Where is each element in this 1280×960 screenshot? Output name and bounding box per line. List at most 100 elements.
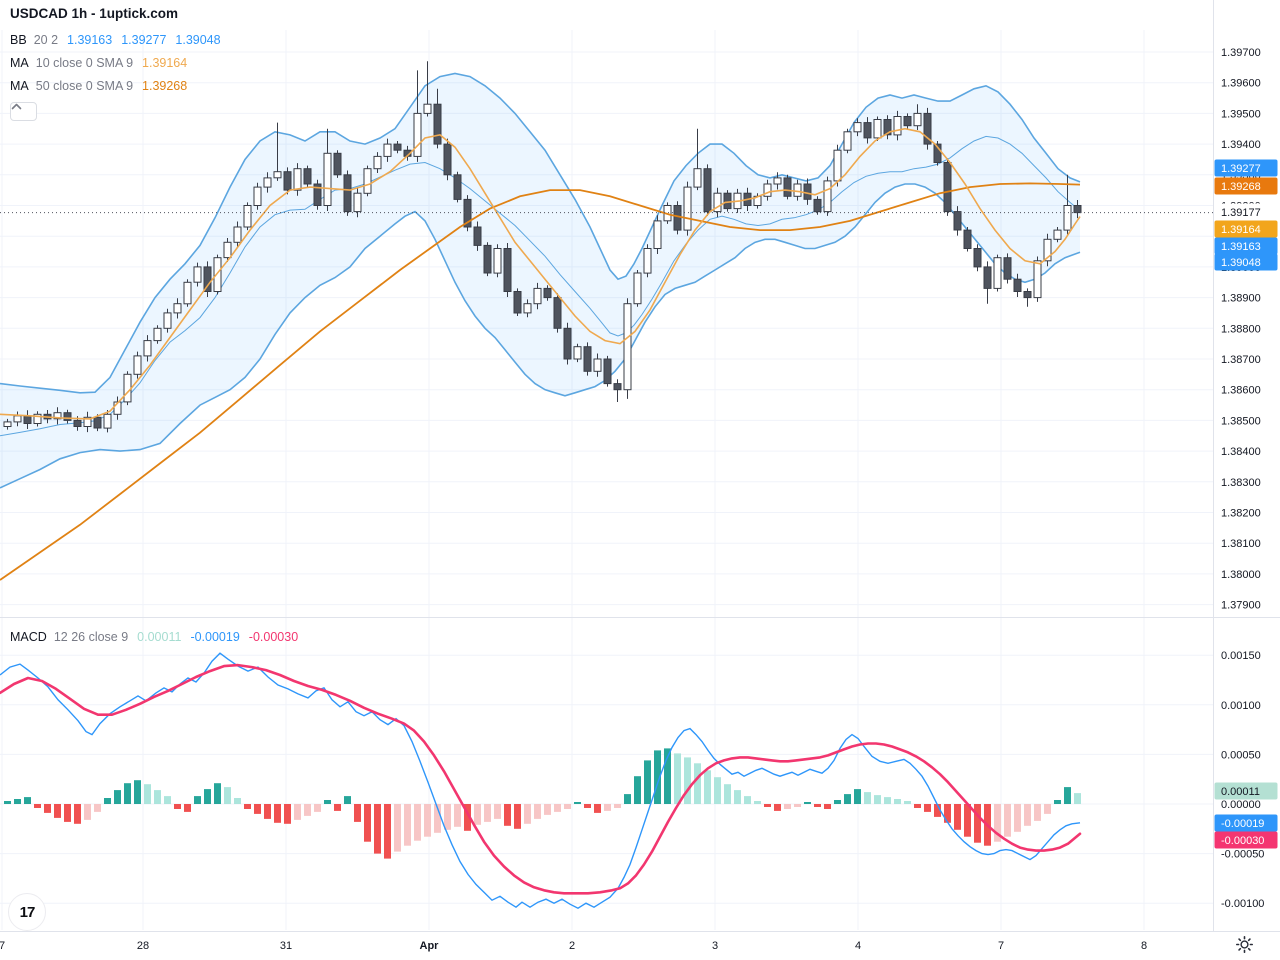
macd-tick-label: 0.00050 xyxy=(1221,749,1261,761)
candle-body xyxy=(653,220,662,249)
candle-up xyxy=(793,179,802,201)
hist-bar xyxy=(144,784,151,804)
hist-bar xyxy=(84,804,91,820)
candle-up xyxy=(363,165,372,197)
hist-bar xyxy=(104,798,111,804)
candle-body xyxy=(903,116,912,127)
macd-pane[interactable] xyxy=(0,652,1082,910)
price-badge: 1.39177 xyxy=(1214,203,1278,221)
macd-tick-label: -0.00100 xyxy=(1221,898,1264,910)
candle-down xyxy=(903,113,912,129)
candle-body xyxy=(883,119,892,136)
candle-body xyxy=(273,171,282,179)
hist-bar xyxy=(514,804,521,829)
price-badge-bg xyxy=(1214,203,1278,221)
candle-down xyxy=(703,164,712,216)
candle-body xyxy=(163,312,172,329)
candle-body xyxy=(933,143,942,164)
candle-down xyxy=(483,242,492,277)
bollinger-fill xyxy=(0,73,1080,488)
tradingview-logo[interactable]: 17 xyxy=(8,893,46,931)
price-badge: 1.39163 xyxy=(1214,237,1278,255)
hist-bar xyxy=(44,804,51,813)
candle-down xyxy=(923,107,932,150)
hist-bar xyxy=(1074,793,1081,804)
candle-up xyxy=(163,308,172,333)
candle-up xyxy=(693,128,702,191)
candle-down xyxy=(883,115,892,140)
hist-bar xyxy=(524,804,531,824)
candle-body xyxy=(513,291,522,314)
candle-body xyxy=(823,180,832,213)
candle-up xyxy=(633,270,642,307)
candle-body xyxy=(423,103,432,114)
candle-body xyxy=(543,287,552,299)
separators xyxy=(0,0,1280,932)
candle-body xyxy=(373,155,382,170)
ma50-value: 1.39268 xyxy=(142,79,188,93)
macd-badge-bg xyxy=(1214,782,1278,800)
hist-bar xyxy=(24,797,31,804)
indicator-legend-bb[interactable]: BB 20 2 1.39163 1.39277 1.39048 xyxy=(10,33,221,47)
candle-body xyxy=(963,229,972,250)
hist-bar xyxy=(294,804,301,820)
hist-bar xyxy=(424,804,431,837)
hist-bar xyxy=(324,800,331,804)
time-axis[interactable]: 7 28 31 Apr 2 3 4 7 8 xyxy=(0,940,1147,952)
candle-down xyxy=(603,355,612,387)
candle-body xyxy=(583,346,592,372)
collapse-indicators-button[interactable] xyxy=(10,102,37,121)
candle-down xyxy=(803,178,812,205)
settings-gear-icon[interactable] xyxy=(1236,936,1258,958)
hist-bar xyxy=(1064,787,1071,804)
macd-hist-value: 0.00011 xyxy=(137,630,182,644)
candle-body xyxy=(853,122,862,133)
candle-body xyxy=(1073,205,1082,214)
candle-body xyxy=(53,412,62,420)
hist-bar xyxy=(404,804,411,846)
indicator-legend-ma50[interactable]: MA 50 close 0 SMA 9 1.39268 xyxy=(10,79,187,93)
candle-down xyxy=(343,170,352,216)
candle-body xyxy=(613,383,622,391)
price-axis[interactable]: 1.397001.396001.395001.394001.393001.392… xyxy=(1221,47,1264,910)
candle-down xyxy=(613,379,622,402)
candle-body xyxy=(103,413,112,429)
hist-bar xyxy=(724,784,731,804)
hist-bar xyxy=(4,801,11,804)
candle-up xyxy=(243,202,252,231)
price-badge: 1.39268 xyxy=(1214,177,1278,195)
candle-body xyxy=(393,143,402,151)
macd-line-value: -0.00019 xyxy=(190,630,240,644)
candle-down xyxy=(563,322,572,365)
hist-bar xyxy=(954,804,961,830)
candle-body xyxy=(503,248,512,292)
macd-badge-text: -0.00030 xyxy=(1221,835,1264,847)
indicator-legend-ma10[interactable]: MA 10 close 0 SMA 9 1.39164 xyxy=(10,56,187,70)
candle-body xyxy=(233,226,242,243)
price-badge-bg xyxy=(1214,159,1278,177)
candle-down xyxy=(543,285,552,301)
bb-basis-value: 1.39163 xyxy=(67,33,113,47)
main-pane[interactable] xyxy=(0,61,1213,581)
hist-bar xyxy=(284,804,291,824)
symbol-title[interactable]: USDCAD 1h - 1uptick.com xyxy=(10,6,179,21)
candle-up xyxy=(3,418,12,430)
candle-body xyxy=(143,340,152,357)
hist-bar xyxy=(164,796,171,804)
hist-bar xyxy=(744,796,751,804)
candle-body xyxy=(973,248,982,268)
macd-badge-bg xyxy=(1214,831,1278,849)
candle-body xyxy=(1033,260,1042,299)
candle-up xyxy=(643,244,652,278)
candle-body xyxy=(13,415,22,423)
candle-down xyxy=(673,201,682,235)
candle-up xyxy=(383,138,392,162)
indicator-legend-macd[interactable]: MACD 12 26 close 9 0.00011 -0.00019 -0.0… xyxy=(10,630,298,644)
price-badge-text: 1.39268 xyxy=(1221,181,1261,193)
candle-body xyxy=(683,186,692,231)
hist-bar xyxy=(924,804,931,812)
bb-lower-value: 1.39048 xyxy=(175,33,221,47)
candle-body xyxy=(923,112,932,145)
candle-body xyxy=(263,177,272,188)
